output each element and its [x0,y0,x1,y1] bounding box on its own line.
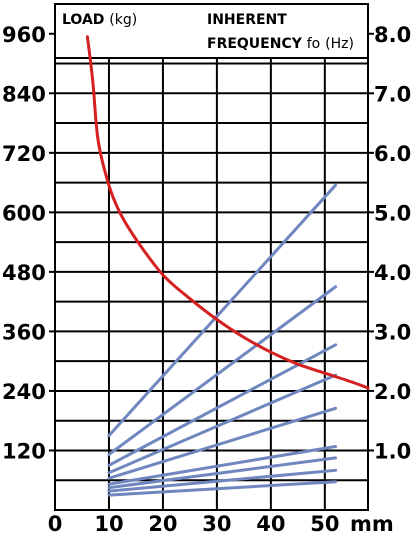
load-axis-label: LOAD [62,12,104,28]
load-line [107,183,338,438]
frequency-symbol: fo [307,36,321,52]
left-tick-label: 960 [2,23,46,47]
chart-header: LOAD (kg) INHERENT FREQUENCY fo (Hz) [62,12,354,52]
load-line [107,285,338,456]
load-line [107,406,338,480]
right-tick-label: 6.0 [374,142,411,166]
x-tick-label: 10 [94,512,123,533]
plot-lines [85,35,370,497]
right-axis-ticks: 1.0 2.0 3.0 4.0 5.0 6.0 7.0 8.0 [368,23,411,463]
frequency-title-line1: INHERENT [207,12,287,28]
load-line [107,343,338,467]
x-tick-label: 30 [202,512,231,533]
load-line [107,468,338,493]
x-tick-label: 0 [48,512,63,533]
load-line [107,480,338,497]
right-tick-label: 3.0 [374,320,411,344]
plot-frame [54,3,369,511]
load-line [107,445,338,486]
right-tick-label: 1.0 [374,439,411,463]
left-tick-label: 600 [2,201,46,225]
x-tick-label: 20 [148,512,177,533]
left-tick-label: 360 [2,320,46,344]
frequency-unit: (Hz) [325,36,354,52]
load-line [107,456,338,490]
left-tick-label: 240 [2,380,46,404]
left-axis-ticks: 120 240 360 480 600 720 840 960 [2,23,55,463]
x-axis-unit: mm [350,512,394,533]
right-tick-label: 7.0 [374,82,411,106]
frequency-axis-title: FREQUENCY fo (Hz) [207,36,354,52]
left-tick-label: 480 [2,261,46,285]
frequency-curve [85,35,370,390]
left-tick-label: 840 [2,82,46,106]
frequency-title-line2: FREQUENCY [207,36,303,52]
load-axis-unit: (kg) [109,12,137,28]
right-tick-label: 5.0 [374,201,411,225]
right-tick-label: 8.0 [374,23,411,47]
left-tick-label: 720 [2,142,46,166]
right-tick-label: 2.0 [374,380,411,404]
x-tick-label: 40 [256,512,285,533]
x-axis-ticks: 0 10 20 30 40 50 mm [48,512,394,533]
right-tick-label: 4.0 [374,261,411,285]
load-line [107,373,338,475]
left-tick-label: 120 [2,439,46,463]
x-tick-label: 50 [310,512,339,533]
load-axis-title: LOAD (kg) [62,12,137,28]
grid-lines [54,3,369,511]
